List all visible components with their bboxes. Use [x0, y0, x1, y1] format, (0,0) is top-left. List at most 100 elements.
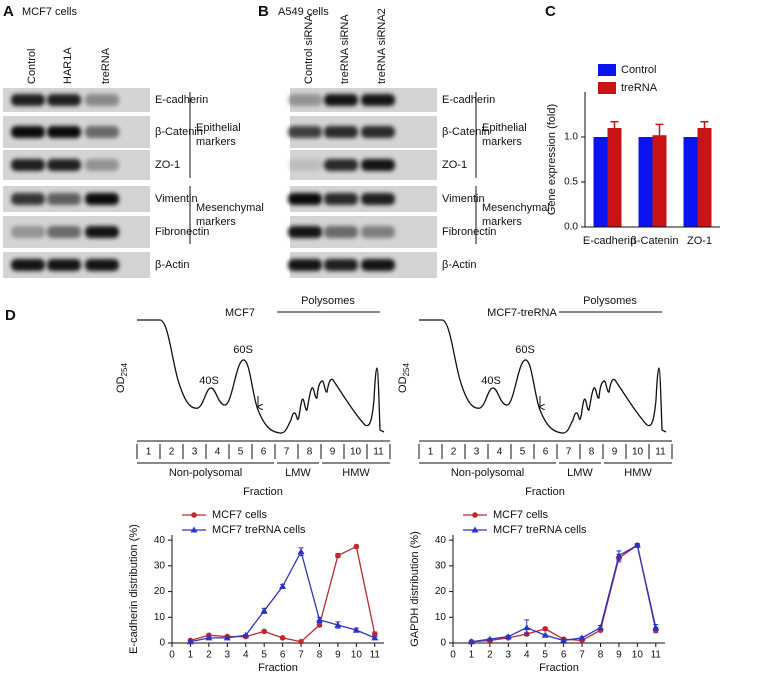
fraction-number: 9	[330, 447, 336, 458]
profile: MCF7 Polysomes 40S 60S OD254 1 2 3 4 5 6 7 8 9 10 11 Non…	[115, 295, 391, 498]
point	[596, 624, 604, 631]
x-tick-label: E-cadherin	[583, 235, 636, 247]
blot-band	[288, 94, 322, 106]
profile: MCF7-treRNA Polysomes 40S 60S OD254 1 2 3 4 5 6 7 8 9…	[397, 295, 673, 498]
blot-band	[85, 126, 119, 138]
x-tick-label: 10	[351, 650, 363, 661]
group-label: Non-polysomal	[451, 467, 524, 479]
panel-letter: D	[5, 307, 16, 324]
bar	[697, 128, 712, 227]
x-tick-label: 0	[169, 650, 175, 661]
blot-band	[85, 94, 119, 106]
blot-band	[11, 226, 45, 238]
band-label: β-Actin	[155, 259, 189, 271]
legend-marker	[190, 526, 198, 533]
group-label: Epithelial	[482, 122, 527, 134]
blot-band	[47, 259, 81, 271]
fraction-number: 1	[146, 447, 152, 458]
blot-band	[361, 193, 395, 205]
blot-band	[288, 126, 322, 138]
band-label: ZO-1	[442, 159, 467, 171]
series-line	[471, 544, 657, 643]
series-line	[190, 549, 376, 643]
y-tick-label: 40	[435, 535, 447, 546]
lane-label: Control siRNA	[303, 14, 315, 84]
blot-band	[47, 94, 81, 106]
bar	[683, 137, 698, 227]
y-axis-label: GAPDH distribution (%)	[409, 531, 421, 647]
legend-marker	[472, 512, 478, 518]
point	[504, 633, 512, 640]
y-tick-label: 20	[435, 586, 447, 597]
blot-band	[11, 259, 45, 271]
lane-label: HAR1A	[62, 47, 74, 84]
y-tick-label: 30	[154, 560, 166, 571]
peak-label: 40S	[199, 375, 219, 387]
blot-band	[361, 126, 395, 138]
point	[633, 541, 641, 548]
point	[223, 634, 231, 641]
group-label: markers	[482, 216, 522, 228]
band-label: Vimentin	[155, 193, 198, 205]
y-tick-label: 40	[154, 535, 166, 546]
blot-band	[324, 94, 358, 106]
band-label: E-cadherin	[442, 94, 495, 106]
polysome-label: Polysomes	[301, 295, 355, 307]
x-tick-label: 8	[317, 650, 323, 661]
error-bar	[610, 120, 619, 128]
point	[186, 638, 194, 645]
point	[542, 626, 548, 632]
polysome-label: Polysomes	[583, 295, 637, 307]
y-tick-label: 1.0	[564, 132, 578, 143]
profile-title: MCF7	[225, 307, 255, 319]
fraction-number: 8	[589, 447, 595, 458]
lane-label: treRNA siRNA2	[376, 8, 388, 84]
blot-band	[47, 226, 81, 238]
point	[242, 631, 250, 638]
point	[560, 636, 568, 643]
x-tick-label: 1	[188, 650, 194, 661]
error-bar	[655, 123, 664, 136]
x-tick-label: 5	[542, 650, 548, 661]
blot-band	[85, 193, 119, 205]
fraction-number: 5	[520, 447, 526, 458]
peak-label: 40S	[481, 375, 501, 387]
blot-band	[85, 226, 119, 238]
point	[279, 582, 287, 589]
x-axis-label: Fraction	[539, 662, 579, 674]
fraction-number: 4	[497, 447, 503, 458]
blot-band	[288, 226, 322, 238]
blot-band	[85, 259, 119, 271]
bar	[652, 135, 667, 227]
blot-band	[288, 159, 322, 171]
fraction-number: 6	[261, 447, 267, 458]
point	[335, 552, 341, 559]
point	[279, 635, 286, 641]
y-axis-label: E-cadherin distribution (%)	[128, 524, 140, 654]
lane-label: treRNA siRNA	[339, 14, 351, 84]
point	[297, 548, 305, 555]
point	[578, 634, 586, 641]
band-label: Fibronectin	[155, 226, 209, 238]
fraction-number: 4	[215, 447, 221, 458]
band-label: β-Catenin	[155, 126, 203, 138]
group-label: markers	[482, 136, 522, 148]
y-tick-label: 10	[435, 612, 447, 623]
fraction-number: 5	[238, 447, 244, 458]
fraction-number: 3	[192, 447, 198, 458]
x-tick-label: 5	[261, 650, 267, 661]
blot-band	[324, 259, 358, 271]
fraction-number: 3	[474, 447, 480, 458]
blot-band	[288, 259, 322, 271]
x-tick-label: 9	[335, 650, 341, 661]
blot-band	[361, 226, 395, 238]
group-label: Mesenchymal	[196, 202, 264, 214]
band-label: E-cadherin	[155, 94, 208, 106]
point	[205, 634, 213, 641]
bar	[638, 137, 653, 227]
point	[260, 607, 268, 614]
band-label: Vimentin	[442, 193, 485, 205]
x-tick-label: 9	[616, 650, 622, 661]
x-tick-label: 6	[280, 650, 286, 661]
